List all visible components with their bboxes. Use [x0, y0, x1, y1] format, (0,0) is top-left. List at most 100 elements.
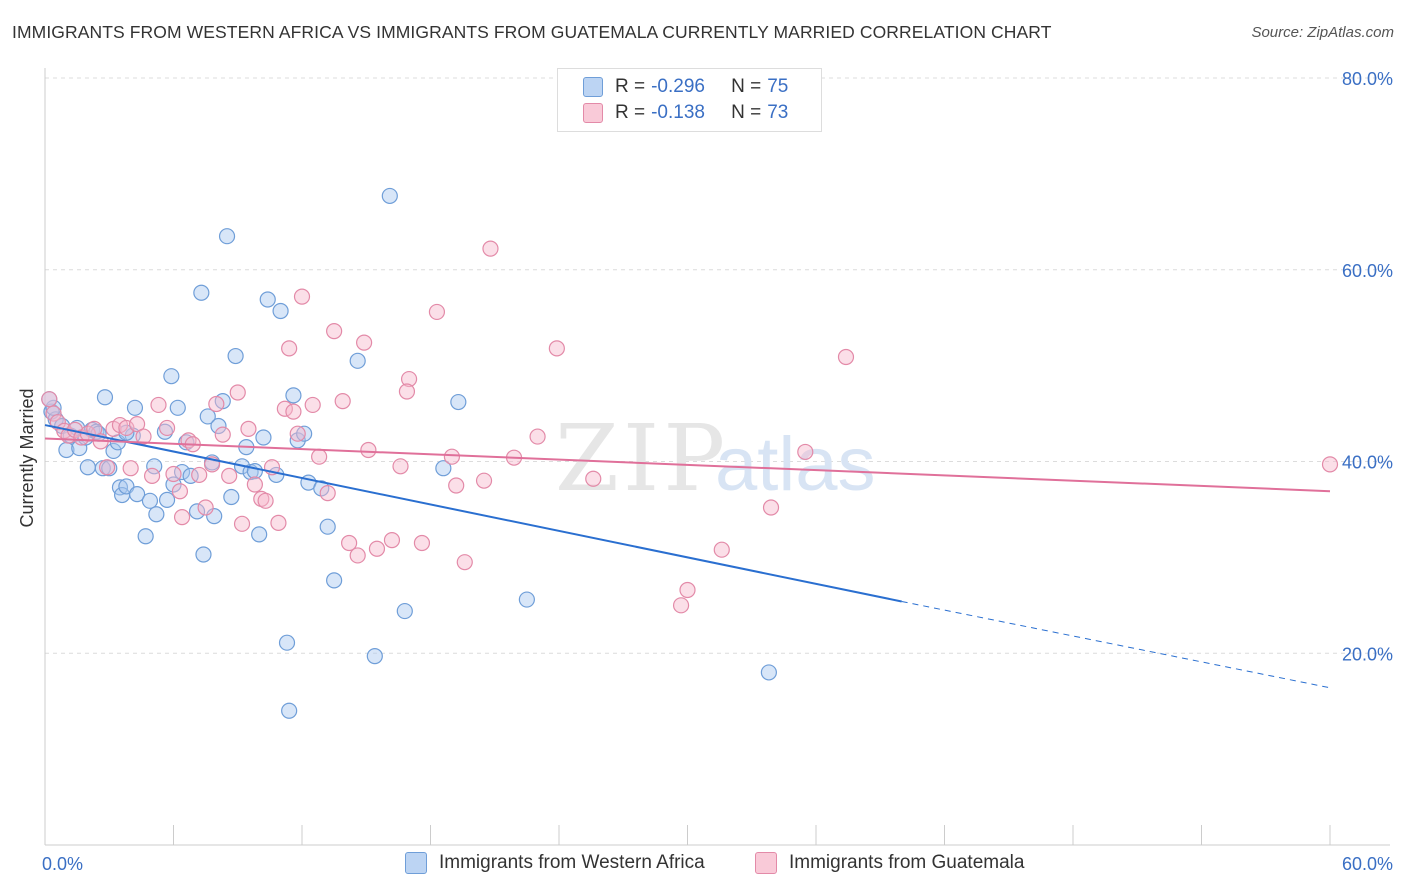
legend-swatch-guatemala [755, 852, 777, 874]
point-guatemala [257, 492, 274, 509]
point-guatemala [197, 499, 214, 516]
point-guatemala [281, 340, 298, 357]
point-guatemala [221, 467, 238, 484]
y-tick-label: 60.0% [1342, 261, 1393, 281]
point-guatemala [41, 391, 58, 408]
point-western-africa [296, 425, 313, 442]
n-value: 75 [767, 76, 789, 97]
legend-item-western-africa[interactable]: Immigrants from Western Africa [405, 852, 705, 874]
point-guatemala [326, 323, 343, 340]
point-western-africa [126, 399, 144, 416]
x-tick-label: 60.0% [1342, 854, 1393, 874]
point-guatemala [837, 348, 855, 366]
point-guatemala [99, 459, 116, 476]
point-guatemala [529, 428, 546, 445]
point-western-africa [105, 442, 122, 460]
point-western-africa [227, 347, 244, 365]
point-guatemala [293, 288, 311, 305]
point-guatemala [304, 396, 321, 414]
stats-row-western-africa: R = -0.296 N = 75 [583, 75, 788, 99]
point-guatemala [150, 396, 167, 414]
point-guatemala [679, 581, 696, 599]
point-guatemala [276, 400, 293, 417]
source-label: Source: ZipAtlas.com [1251, 24, 1394, 41]
point-western-africa [193, 284, 210, 301]
point-guatemala [341, 534, 358, 552]
point-western-africa [158, 491, 176, 508]
point-guatemala [246, 476, 263, 493]
point-western-africa [169, 399, 186, 416]
point-guatemala [475, 472, 493, 489]
point-guatemala [413, 534, 431, 552]
point-western-africa [128, 485, 146, 503]
trend-line-western-africa [44, 424, 902, 603]
y-tick-label: 80.0% [1342, 69, 1393, 89]
point-western-africa [246, 462, 263, 480]
point-western-africa [163, 368, 180, 385]
r-value: -0.296 [651, 76, 705, 97]
point-guatemala [398, 383, 416, 400]
point-guatemala [448, 477, 465, 494]
point-western-africa [96, 389, 114, 406]
y-tick-label: 20.0% [1342, 644, 1393, 664]
chart-title: IMMIGRANTS FROM WESTERN AFRICA VS IMMIGR… [12, 22, 1052, 42]
point-guatemala [383, 532, 401, 549]
point-guatemala [214, 426, 231, 443]
point-western-africa [178, 434, 195, 451]
point-guatemala [672, 597, 690, 614]
point-western-africa [199, 408, 216, 425]
point-guatemala [368, 540, 386, 557]
point-western-africa [182, 467, 199, 484]
point-guatemala [233, 515, 251, 532]
point-guatemala [285, 403, 302, 420]
trend-lines [44, 424, 1331, 689]
watermark-atlas: atlas [715, 422, 876, 507]
point-western-africa [435, 460, 452, 477]
point-western-africa [259, 291, 276, 308]
point-guatemala [334, 392, 351, 410]
r-value: -0.138 [651, 102, 705, 123]
point-guatemala [289, 425, 306, 442]
axes [44, 68, 1390, 846]
point-western-africa [148, 506, 165, 523]
point-guatemala [173, 509, 191, 526]
point-western-africa [146, 458, 163, 475]
point-western-africa [188, 503, 206, 520]
point-guatemala [158, 419, 176, 437]
point-guatemala [443, 448, 461, 465]
r-label: R = [615, 102, 646, 123]
point-guatemala [270, 514, 287, 531]
stats-swatch-guatemala [583, 103, 603, 123]
point-guatemala [229, 384, 246, 401]
x-tick-label: 0.0% [42, 854, 83, 874]
y-tick-label: 40.0% [1342, 453, 1393, 473]
point-western-africa [349, 352, 366, 369]
point-western-africa [278, 634, 296, 651]
point-guatemala [360, 441, 377, 459]
point-guatemala [1321, 456, 1339, 473]
point-western-africa [45, 399, 62, 416]
legend-label-guatemala: Immigrants from Guatemala [789, 852, 1025, 873]
point-western-africa [255, 429, 272, 446]
trend-line-western-africa-extension [901, 600, 1331, 689]
point-western-africa [396, 602, 413, 620]
point-guatemala [191, 466, 208, 484]
n-label: N = [731, 76, 762, 97]
point-guatemala [797, 443, 814, 461]
point-western-africa [381, 187, 398, 205]
point-western-africa [285, 387, 302, 404]
grid-lines [45, 77, 1390, 654]
point-western-africa [326, 572, 343, 589]
point-western-africa [210, 417, 227, 435]
point-guatemala [456, 554, 473, 571]
legend: Immigrants from Western Africa Immigrant… [0, 852, 1406, 878]
point-guatemala [428, 303, 446, 321]
point-western-africa [319, 518, 336, 535]
point-guatemala [713, 541, 730, 558]
point-western-africa [366, 648, 383, 665]
point-guatemala [392, 458, 409, 475]
point-western-africa [760, 664, 777, 681]
legend-item-guatemala[interactable]: Immigrants from Guatemala [755, 852, 1024, 874]
point-western-africa [251, 526, 268, 543]
tick-labels: 20.0% 40.0% 60.0% 80.0% 0.0% 60.0% Currently M… [17, 69, 1393, 874]
